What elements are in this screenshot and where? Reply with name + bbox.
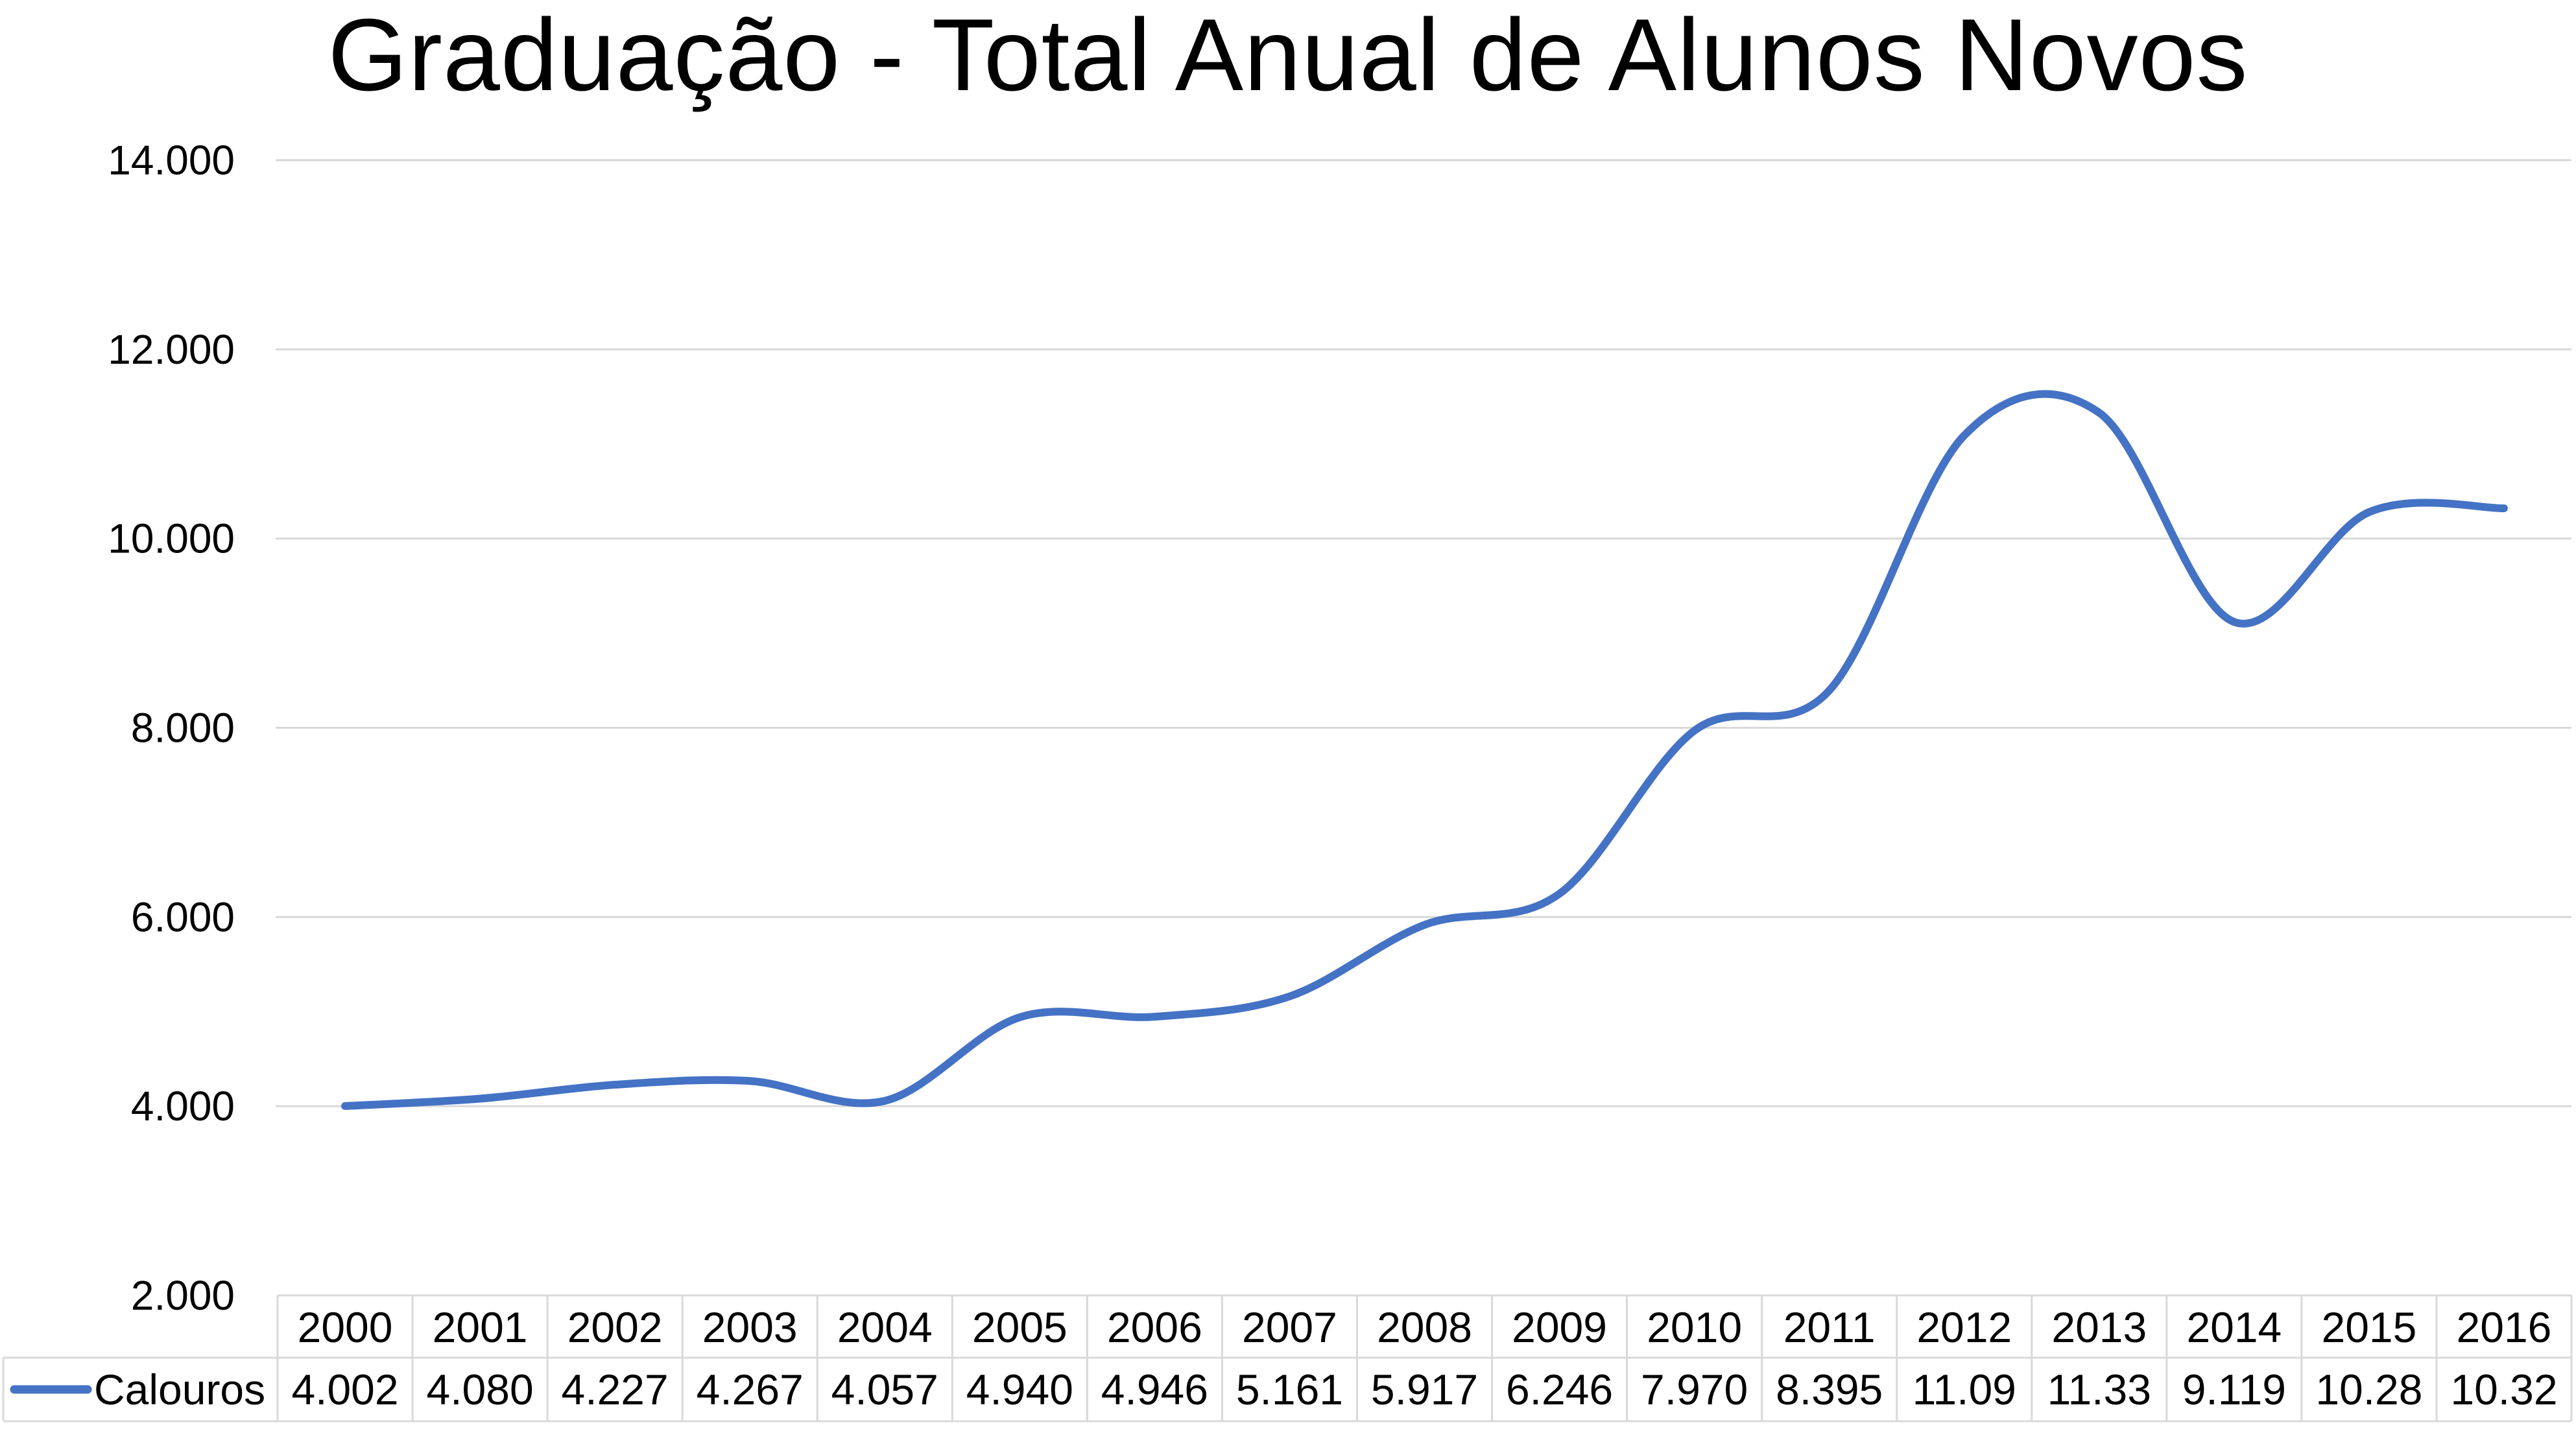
data-value-label: 4.002 [291, 1365, 398, 1413]
data-point [1829, 690, 1830, 691]
data-point [1559, 893, 1560, 894]
y-tick-label: 10.000 [108, 515, 235, 562]
x-category-label: 2002 [567, 1303, 663, 1351]
x-category-label: 2011 [1783, 1303, 1876, 1351]
series-calouros [341, 390, 2508, 1110]
data-value-label: 7.970 [1641, 1365, 1748, 1413]
data-point [480, 1098, 481, 1099]
x-category-label: 2004 [837, 1303, 933, 1351]
x-category-label: 2009 [1512, 1303, 1607, 1351]
data-value-label: 6.246 [1506, 1365, 1613, 1413]
x-category-label: 2012 [1916, 1303, 2012, 1351]
gridlines [276, 159, 2571, 1107]
data-point [1289, 996, 1290, 997]
x-category-label: 2014 [2186, 1303, 2282, 1351]
data-value-label: 9.119 [2182, 1365, 2286, 1413]
x-category-label: 2005 [972, 1303, 1067, 1351]
data-value-label: 11.09 [1913, 1365, 2016, 1413]
data-value-label: 4.946 [1101, 1365, 1208, 1413]
x-category-label: 2015 [2321, 1303, 2416, 1351]
y-tick-label: 2.000 [131, 1272, 235, 1319]
y-tick-label: 12.000 [108, 326, 235, 373]
data-value-label: 8.395 [1776, 1365, 1883, 1413]
data-value-label: 5.161 [1236, 1365, 1343, 1413]
y-tick-label: 6.000 [131, 893, 235, 940]
series-line-calouros [341, 390, 2508, 1110]
data-point [1694, 730, 1695, 731]
x-category-label: 2003 [702, 1303, 798, 1351]
data-point [345, 1105, 346, 1106]
x-category-label: 2000 [298, 1303, 393, 1351]
data-value-label: 5.917 [1371, 1365, 1478, 1413]
data-table: 2000 4.002 2001 4.080 2002 4.227 2003 4.267 2004… [2, 1294, 2573, 1423]
legend-label: Calouros [94, 1365, 265, 1413]
x-category-label: 2010 [1647, 1303, 1742, 1351]
chart-title: Graduação - Total Anual de Alunos Novos [328, 0, 2248, 112]
x-category-label: 2006 [1107, 1303, 1202, 1351]
data-value-label: 10.28 [2315, 1365, 2422, 1413]
x-category-label: 2013 [2051, 1303, 2147, 1351]
data-value-label: 4.940 [966, 1365, 1073, 1413]
data-value-label: 4.057 [831, 1365, 938, 1413]
data-value-label: 4.267 [697, 1365, 804, 1413]
y-tick-label: 14.000 [108, 137, 235, 183]
data-value-label: 4.227 [562, 1365, 669, 1413]
data-value-label: 10.32 [2450, 1365, 2557, 1413]
y-axis-ticks: 2.000 4.000 6.000 8.000 10.000 12.000 14.000 [108, 137, 235, 1319]
x-category-label: 2007 [1242, 1303, 1337, 1351]
data-value-label: 11.33 [2047, 1365, 2151, 1413]
data-value-label: 4.080 [427, 1365, 534, 1413]
x-category-label: 2016 [2457, 1303, 2552, 1351]
y-tick-label: 4.000 [131, 1083, 235, 1129]
y-tick-label: 8.000 [131, 705, 235, 751]
x-category-label: 2008 [1377, 1303, 1472, 1351]
x-category-label: 2001 [433, 1303, 528, 1351]
